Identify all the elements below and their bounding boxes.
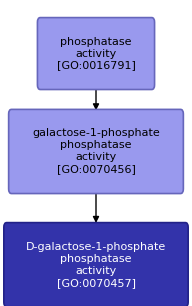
FancyBboxPatch shape xyxy=(4,223,188,306)
Text: D-galactose-1-phosphate
phosphatase
activity
[GO:0070457]: D-galactose-1-phosphate phosphatase acti… xyxy=(26,242,166,288)
FancyBboxPatch shape xyxy=(9,109,183,194)
Text: phosphatase
activity
[GO:0016791]: phosphatase activity [GO:0016791] xyxy=(57,36,135,71)
Text: galactose-1-phosphate
phosphatase
activity
[GO:0070456]: galactose-1-phosphate phosphatase activi… xyxy=(32,129,160,174)
FancyBboxPatch shape xyxy=(37,18,155,90)
